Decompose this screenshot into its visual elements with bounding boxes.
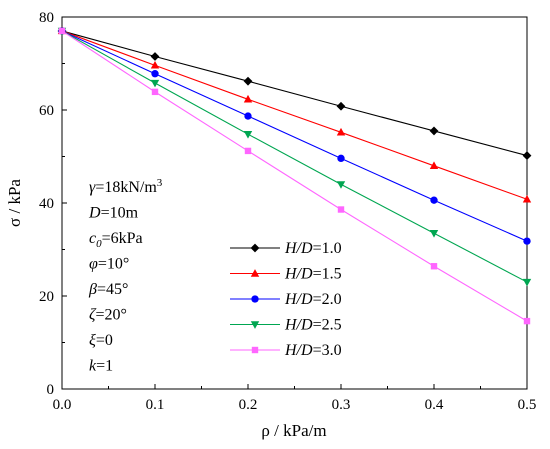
x-tick-label: 0.4 <box>425 397 444 413</box>
data-point <box>336 181 346 189</box>
legend-label: H/D=3.0 <box>284 342 342 359</box>
data-point <box>522 194 532 203</box>
series-line <box>61 30 528 283</box>
data-point <box>429 126 439 136</box>
data-point <box>336 127 346 136</box>
legend-label: H/D=2.0 <box>284 291 342 308</box>
data-point <box>58 27 66 35</box>
series-line <box>61 30 528 322</box>
legend-marker <box>251 295 259 303</box>
data-point <box>337 154 345 163</box>
legend-marker <box>250 243 260 253</box>
data-point <box>336 101 346 111</box>
x-axis-title: ρ / kPa/m <box>261 421 326 440</box>
param-beta: β=45° <box>88 281 128 298</box>
x-tick-label: 0.1 <box>146 397 165 413</box>
legend-marker <box>250 269 260 277</box>
x-tick-label: 0.0 <box>53 397 72 413</box>
series-line <box>61 30 528 200</box>
y-tick-label: 40 <box>39 196 54 212</box>
x-tick-label: 0.2 <box>239 397 258 413</box>
x-tick-label: 0.5 <box>518 397 537 413</box>
legend-label: H/D=1.5 <box>284 266 342 283</box>
legend-entry: H/D=1.0 <box>230 240 342 257</box>
data-point <box>429 161 439 169</box>
data-point <box>243 76 253 86</box>
y-tick-label: 80 <box>39 10 54 26</box>
legend-entry: H/D=2.5 <box>230 317 342 334</box>
ticks: 0.0 0.1 0.2 0.3 0.4 0.5 0 20 40 60 80 <box>39 10 536 413</box>
data-point <box>243 94 253 103</box>
data-point <box>429 230 439 238</box>
legend-entry: H/D=2.0 <box>230 291 342 308</box>
y-axis-title: σ / kPa <box>5 179 24 227</box>
data-point <box>522 151 532 160</box>
param-xi: ξ=0 <box>89 332 113 349</box>
legend-entry: H/D=1.5 <box>230 266 342 283</box>
data-point <box>151 70 159 78</box>
data-point <box>522 278 532 287</box>
data-point <box>523 317 531 325</box>
series-line <box>61 30 528 242</box>
data-point <box>523 237 531 245</box>
param-D: D=10m <box>88 205 139 222</box>
legend-marker <box>251 346 259 354</box>
series-H-D-1.0 <box>57 26 532 160</box>
series-H-D-1.5 <box>57 26 532 203</box>
data-point <box>430 196 438 204</box>
data-point <box>337 206 345 213</box>
param-gamma: γ=18kN/m3 <box>89 177 163 196</box>
legend: H/D=1.0 H/D=1.5 H/D=2.0 H/D=2.5 H/D=3.0 <box>230 240 342 359</box>
param-zeta: ζ=20° <box>89 307 127 324</box>
data-point <box>243 130 253 139</box>
data-point <box>150 79 160 88</box>
series-group <box>57 26 532 325</box>
parameter-annotations: γ=18kN/m3 D=10m c0=6kPa φ=10° β=45° ζ=20° ξ=0 k… <box>88 177 163 375</box>
series-line <box>61 30 528 157</box>
param-k: k=1 <box>89 358 113 375</box>
y-tick-label: 60 <box>39 103 54 119</box>
y-tick-label: 20 <box>39 289 54 305</box>
data-point <box>151 88 159 96</box>
legend-label: H/D=2.5 <box>284 317 342 334</box>
param-phi: φ=10° <box>89 256 129 273</box>
data-point <box>244 112 252 120</box>
y-tick-label: 0 <box>47 382 55 398</box>
data-point <box>244 147 252 155</box>
data-point <box>150 60 160 69</box>
x-tick-label: 0.3 <box>332 397 351 413</box>
legend-entry: H/D=3.0 <box>230 342 342 359</box>
legend-label: H/D=1.0 <box>284 240 342 257</box>
legend-marker <box>250 321 260 329</box>
data-point <box>150 52 160 61</box>
param-c0: c0=6kPa <box>89 230 143 250</box>
series-H-D-3.0 <box>58 27 531 325</box>
series-H-D-2.0 <box>58 27 531 245</box>
data-point <box>430 263 438 270</box>
